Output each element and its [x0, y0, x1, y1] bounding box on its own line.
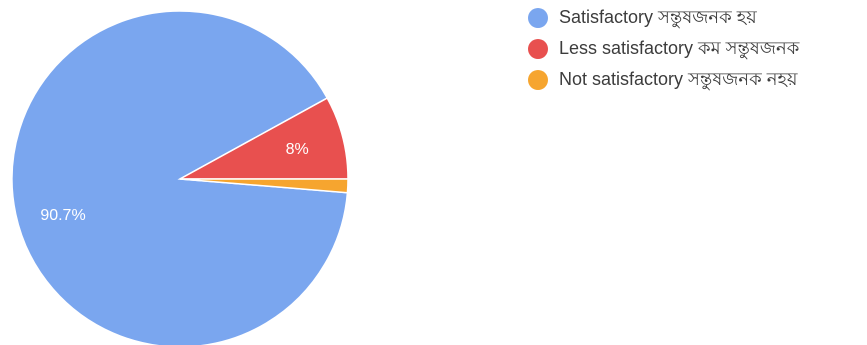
- pie-slice-not-satisfactory: [179, 178, 349, 194]
- legend-label-not-satisfactory: Not satisfactory সন্তুষজনক নহয়: [559, 68, 798, 89]
- legend-item-less-satisfactory: Less satisfactory কম সন্তুষজনক: [528, 37, 799, 61]
- pie-label-less-satisfactory: 8%: [286, 141, 309, 158]
- legend-swatch-not-satisfactory: [528, 70, 548, 90]
- legend-label-satisfactory: Satisfactory সন্তুষজনক হয়: [559, 6, 757, 27]
- legend-label-less-satisfactory: Less satisfactory কম সন্তুষজনক: [559, 37, 800, 58]
- pie-chart: 90.7% 8%: [11, 10, 349, 345]
- legend-item-satisfactory: Satisfactory সন্তুষজনক হয়: [528, 6, 799, 30]
- legend-item-not-satisfactory: Not satisfactory সন্তুষজনক নহয়: [528, 68, 799, 92]
- pie-label-satisfactory: 90.7%: [40, 207, 85, 224]
- legend-swatch-satisfactory: [528, 8, 548, 28]
- legend-swatch-less-satisfactory: [528, 39, 548, 59]
- legend: Satisfactory সন্তুষজনক হয় Less satisfac…: [528, 6, 799, 92]
- pie-slice-satisfactory: [11, 10, 349, 345]
